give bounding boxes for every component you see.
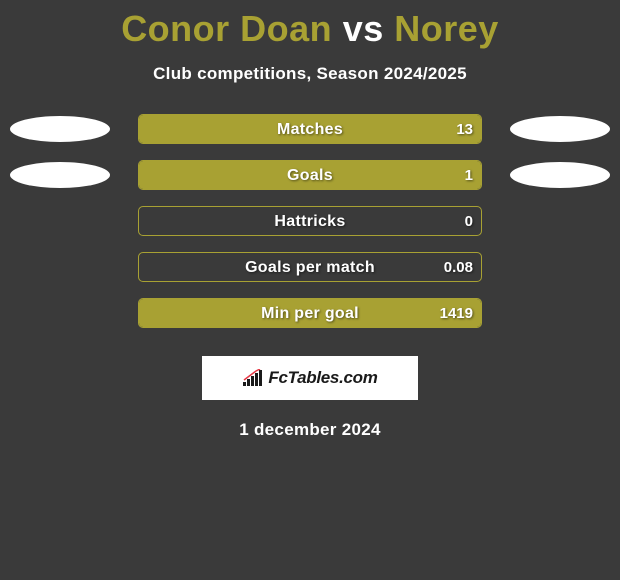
player1-ellipse (10, 116, 110, 142)
stat-row: Min per goal1419 (0, 298, 620, 344)
player2-ellipse (510, 116, 610, 142)
stat-bar: Goals per match0.08 (138, 252, 482, 282)
stat-label: Matches (139, 115, 481, 144)
logo-box[interactable]: FcTables.com (202, 356, 418, 400)
stat-row: Hattricks0 (0, 206, 620, 252)
stat-value-right: 1 (465, 161, 473, 190)
stat-row: Goals1 (0, 160, 620, 206)
stat-label: Goals (139, 161, 481, 190)
player2-ellipse (510, 162, 610, 188)
stat-row: Matches13 (0, 114, 620, 160)
stat-value-right: 0 (465, 207, 473, 236)
player1-ellipse (10, 162, 110, 188)
logo-text: FcTables.com (268, 368, 377, 388)
stat-bar: Min per goal1419 (138, 298, 482, 328)
stat-bar: Goals1 (138, 160, 482, 190)
date-label: 1 december 2024 (0, 420, 620, 440)
page-title: Conor Doan vs Norey (0, 8, 620, 50)
stat-value-right: 1419 (440, 299, 473, 328)
player1-name: Conor Doan (121, 8, 332, 49)
stat-value-right: 0.08 (444, 253, 473, 282)
stat-label: Hattricks (139, 207, 481, 236)
subtitle: Club competitions, Season 2024/2025 (0, 64, 620, 84)
stats-area: Matches13 Goals1 Hattricks0 Goals per match… (0, 114, 620, 344)
vs-label: vs (343, 8, 384, 49)
stat-bar: Matches13 (138, 114, 482, 144)
logo-inner: FcTables.com (242, 368, 377, 388)
stat-bar: Hattricks0 (138, 206, 482, 236)
stat-value-right: 13 (456, 115, 473, 144)
stat-label: Goals per match (139, 253, 481, 282)
main-container: Conor Doan vs Norey Club competitions, S… (0, 0, 620, 440)
player2-name: Norey (394, 8, 499, 49)
stat-row: Goals per match0.08 (0, 252, 620, 298)
stat-label: Min per goal (139, 299, 481, 328)
chart-icon (242, 369, 264, 387)
